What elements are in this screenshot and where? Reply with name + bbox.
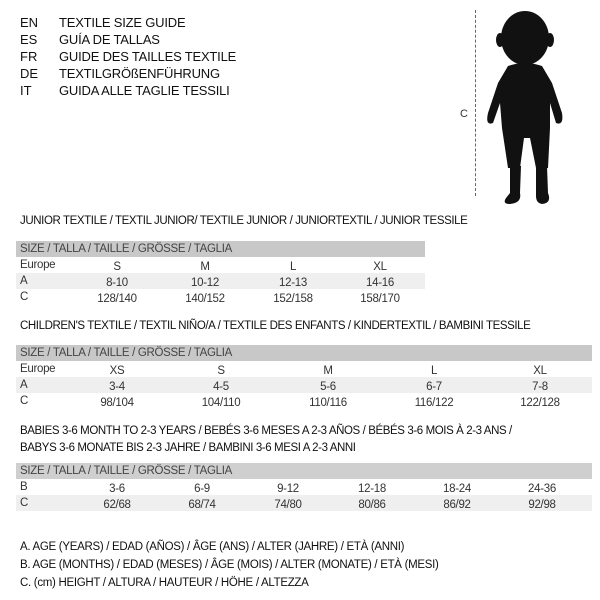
table-cell: 98/104 [100, 397, 134, 409]
table-row: A 3-4 4-5 5-6 6-7 7-8 [16, 377, 592, 393]
lang-code: IT [20, 83, 32, 98]
table-cell: 8-10 [106, 277, 128, 289]
lang-code: DE [20, 66, 39, 81]
table-cell: 116/122 [414, 397, 454, 409]
table-row: Europe XS S M L XL [16, 361, 592, 377]
lang-row-fr: FR GUIDE DES TAILLES TEXTILE [20, 48, 236, 65]
row-label: B [20, 481, 28, 493]
table-cell: 68/74 [188, 499, 216, 511]
lang-title: GUIDA ALLE TAGLIE TESSILI [59, 83, 230, 98]
row-label: C [20, 291, 29, 303]
lang-row-de: DE TEXTILGRÖßENFÜHRUNG [20, 65, 236, 82]
junior-size-table: SIZE / TALLA / TAILLE / GRÖSSE / TAGLIA … [16, 241, 425, 305]
children-table-title: CHILDREN'S TEXTILE / TEXTIL NIÑO/A / TEX… [20, 320, 531, 332]
table-cell: 6-9 [194, 483, 210, 495]
table-row: Europe S M L XL [16, 257, 425, 273]
legend: A. AGE (YEARS) / EDAD (AÑOS) / ÂGE (ANS)… [20, 538, 439, 592]
table-cell: XL [373, 261, 387, 273]
babies-size-table: SIZE / TALLA / TAILLE / GRÖSSE / TAGLIA … [16, 463, 592, 511]
table-cell: 18-24 [443, 483, 471, 495]
lang-title: GUIDE DES TAILLES TEXTILE [59, 49, 237, 64]
table-cell: 104/110 [201, 397, 241, 409]
table-cell: 9-12 [277, 483, 299, 495]
table-cell: 74/80 [274, 499, 302, 511]
table-cell: 110/116 [309, 397, 347, 409]
table-row: A 8-10 10-12 12-13 14-16 [16, 273, 425, 289]
table-row: C 128/140 140/152 152/158 158/170 [16, 289, 425, 305]
lang-title: TEXTILGRÖßENFÜHRUNG [59, 66, 220, 81]
lang-row-es: ES GUÍA DE TALLAS [20, 31, 236, 48]
lang-title: GUÍA DE TALLAS [59, 32, 160, 47]
table-cell: 140/152 [185, 293, 225, 305]
table-cell: 6-7 [426, 381, 442, 393]
lang-title: TEXTILE SIZE GUIDE [59, 15, 186, 30]
row-label: A [20, 275, 28, 287]
lang-row-en: EN TEXTILE SIZE GUIDE [20, 14, 236, 31]
table-cell: 10-12 [191, 277, 219, 289]
row-label: Europe [20, 363, 56, 375]
table-cell: XL [533, 365, 547, 377]
children-size-table: SIZE / TALLA / TAILLE / GRÖSSE / TAGLIA … [16, 345, 592, 409]
lang-code: FR [20, 49, 38, 64]
table-cell: 62/68 [103, 499, 131, 511]
table-cell: 3-4 [109, 381, 125, 393]
table-cell: XS [109, 365, 125, 377]
lang-row-it: IT GUIDA ALLE TAGLIE TESSILI [20, 82, 236, 99]
junior-table-title: JUNIOR TEXTILE / TEXTIL JUNIOR/ TEXTILE … [20, 215, 468, 227]
table-cell: 4-5 [213, 381, 229, 393]
table-cell: 12-13 [279, 277, 307, 289]
table-row: B 3-6 6-9 9-12 12-18 18-24 24-36 [16, 479, 592, 495]
table-cell: M [200, 261, 210, 273]
table-cell: S [113, 261, 121, 273]
table-cell: 128/140 [97, 293, 137, 305]
height-measure-line [475, 10, 476, 196]
lang-code: ES [20, 32, 38, 47]
table-cell: 86/92 [443, 499, 471, 511]
babies-table-title: BABIES 3-6 MONTH TO 2-3 YEARS / BEBÉS 3-… [20, 425, 512, 437]
table-cell: 7-8 [532, 381, 548, 393]
table-row: C 98/104 104/110 110/116 116/122 122/128 [16, 393, 592, 409]
table-cell: 80/86 [358, 499, 386, 511]
table-cell: 5-6 [320, 381, 336, 393]
row-label: A [20, 379, 28, 391]
row-label: C [20, 497, 29, 509]
table-cell: 92/98 [528, 499, 556, 511]
table-cell: 12-18 [358, 483, 386, 495]
table-cell: M [323, 365, 333, 377]
legend-item-a: A. AGE (YEARS) / EDAD (AÑOS) / ÂGE (ANS)… [20, 541, 405, 553]
lang-code: EN [20, 15, 39, 30]
table-header: SIZE / TALLA / TAILLE / GRÖSSE / TAGLIA [16, 345, 592, 361]
legend-item-c: C. (cm) HEIGHT / ALTURA / HAUTEUR / HÖHE… [20, 577, 309, 589]
table-cell: 14-16 [366, 277, 394, 289]
row-label: Europe [20, 259, 56, 271]
table-cell: 152/158 [273, 293, 313, 305]
table-cell: 24-36 [528, 483, 556, 495]
table-cell: L [289, 261, 297, 273]
height-label: C [460, 108, 468, 120]
table-row: C 62/68 68/74 74/80 80/86 86/92 92/98 [16, 495, 592, 511]
table-cell: 3-6 [109, 483, 125, 495]
table-header: SIZE / TALLA / TAILLE / GRÖSSE / TAGLIA [16, 241, 425, 257]
table-cell: 158/170 [360, 293, 400, 305]
language-titles: EN TEXTILE SIZE GUIDE ES GUÍA DE TALLAS FR… [20, 14, 236, 99]
table-cell: 122/128 [520, 397, 560, 409]
babies-table-title-line2: BABYS 3-6 MONATE BIS 2-3 JAHRE / BAMBINI… [20, 442, 356, 454]
table-header: SIZE / TALLA / TAILLE / GRÖSSE / TAGLIA [16, 463, 592, 479]
legend-item-b: B. AGE (MONTHS) / EDAD (MESES) / ÂGE (MO… [20, 559, 439, 571]
child-silhouette-icon [487, 11, 563, 204]
table-cell: S [217, 365, 225, 377]
table-cell: L [430, 365, 438, 377]
row-label: C [20, 395, 29, 407]
